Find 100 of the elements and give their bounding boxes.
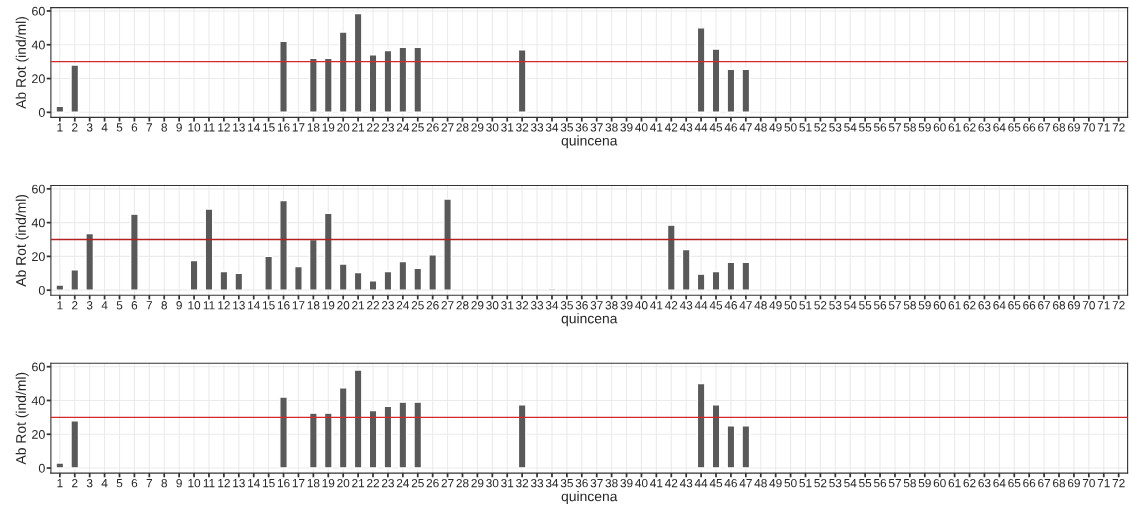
bar [219, 270, 229, 291]
x-tick-label: 12 [218, 301, 230, 310]
x-tick-label: 36 [575, 478, 588, 488]
x-tick-label: 19 [322, 478, 335, 488]
bar [353, 12, 363, 114]
x-tick-label: 27 [441, 301, 454, 310]
x-tick-label: 36 [575, 301, 588, 310]
x-tick-label: 13 [233, 478, 245, 488]
x-tick-label: 32 [516, 301, 529, 310]
x-tick-label: 66 [1023, 301, 1036, 310]
bar [413, 46, 423, 114]
y-tick-label: 0 [38, 285, 45, 295]
bar [681, 248, 691, 291]
x-tick-label: 68 [1053, 478, 1066, 488]
bar [279, 40, 288, 114]
y-tick-label: 0 [38, 463, 45, 473]
x-tick-label: 33 [530, 478, 544, 488]
x-tick-label: 52 [814, 478, 827, 488]
x-tick-label: 54 [844, 123, 857, 132]
x-tick-label: 41 [650, 123, 663, 132]
x-tick-label: 51 [799, 301, 812, 310]
x-tick-label: 21 [352, 478, 365, 488]
x-tick-label: 59 [918, 301, 931, 310]
bar [398, 401, 408, 469]
x-tick-label: 41 [650, 479, 663, 488]
x-tick-label: 47 [739, 301, 752, 310]
bar [70, 269, 80, 291]
y-axis-title: Ab Rot (ind/ml) [15, 194, 29, 287]
x-tick-label: 3 [86, 123, 93, 132]
x-tick-label: 40 [635, 478, 648, 488]
bar [726, 68, 736, 114]
x-tick-label: 3 [86, 301, 93, 310]
x-tick-label: 58 [903, 301, 916, 310]
x-tick-label: 66 [1023, 123, 1036, 132]
x-tick-label: 24 [396, 478, 410, 488]
x-tick-label: 57 [888, 123, 901, 132]
x-tick-label: 28 [456, 123, 469, 132]
x-tick-label: 5 [116, 479, 123, 488]
x-tick-label: 39 [620, 123, 633, 132]
x-tick-label: 13 [233, 123, 245, 132]
x-tick-label: 29 [471, 478, 484, 488]
x-tick-label: 17 [292, 123, 305, 132]
x-tick-label: 49 [769, 301, 782, 310]
x-tick-label: 8 [161, 301, 167, 310]
x-tick-label: 6 [131, 123, 138, 132]
y-tick-label: 60 [32, 362, 45, 372]
x-tick-label: 61 [948, 301, 961, 310]
x-tick-label: 26 [426, 123, 439, 132]
x-tick-label: 16 [277, 478, 290, 488]
x-tick-label: 61 [948, 123, 961, 132]
x-tick-label: 7 [146, 123, 153, 132]
y-tick-label: 20 [32, 74, 45, 84]
x-tick-label: 28 [456, 478, 469, 488]
bar [741, 261, 751, 291]
bar [189, 259, 199, 291]
bar [323, 412, 333, 469]
bar [308, 238, 318, 291]
x-tick-label: 71 [1097, 123, 1110, 132]
bar [368, 409, 378, 469]
x-tick-label: 12 [218, 123, 230, 132]
x-tick-label: 55 [859, 301, 872, 310]
x-tick-label: 44 [694, 301, 708, 310]
bar [741, 425, 751, 469]
y-tick-label: 40 [31, 218, 45, 228]
x-tick-label: 20 [337, 301, 350, 310]
x-tick-label: 48 [754, 478, 767, 488]
bar [279, 199, 288, 291]
x-tick-label: 46 [724, 301, 737, 310]
bar [264, 255, 274, 291]
x-tick-label: 8 [161, 478, 167, 488]
x-tick-label: 71 [1097, 479, 1110, 488]
x-tick-label: 17 [292, 479, 305, 488]
x-tick-label: 45 [709, 479, 723, 488]
x-tick-label: 9 [176, 123, 182, 132]
x-tick-label: 42 [664, 478, 678, 488]
x-tick-label: 50 [784, 478, 797, 488]
x-tick-label: 52 [814, 123, 827, 132]
x-tick-label: 67 [1038, 123, 1051, 132]
x-tick-label: 58 [903, 478, 916, 488]
x-tick-label: 43 [679, 123, 693, 132]
bar [234, 272, 244, 291]
x-tick-label: 30 [486, 478, 499, 488]
x-tick-label: 37 [590, 478, 603, 488]
x-tick-label: 70 [1082, 301, 1095, 310]
x-tick-label: 6 [131, 478, 138, 488]
x-tick-label: 29 [471, 123, 484, 132]
x-tick-label: 60 [933, 123, 946, 132]
bar [55, 284, 65, 291]
x-tick-label: 23 [381, 478, 394, 488]
x-tick-label: 43 [679, 478, 693, 488]
x-tick-label: 18 [307, 123, 320, 132]
bar [696, 382, 706, 469]
x-tick-label: 34 [545, 478, 559, 488]
x-tick-label: 18 [307, 478, 320, 488]
x-tick-label: 70 [1082, 478, 1095, 488]
x-tick-label: 1 [57, 301, 63, 310]
x-tick-label: 4 [101, 479, 108, 488]
bar [338, 31, 348, 114]
x-tick-label: 72 [1112, 301, 1125, 310]
x-tick-label: 7 [146, 479, 153, 488]
